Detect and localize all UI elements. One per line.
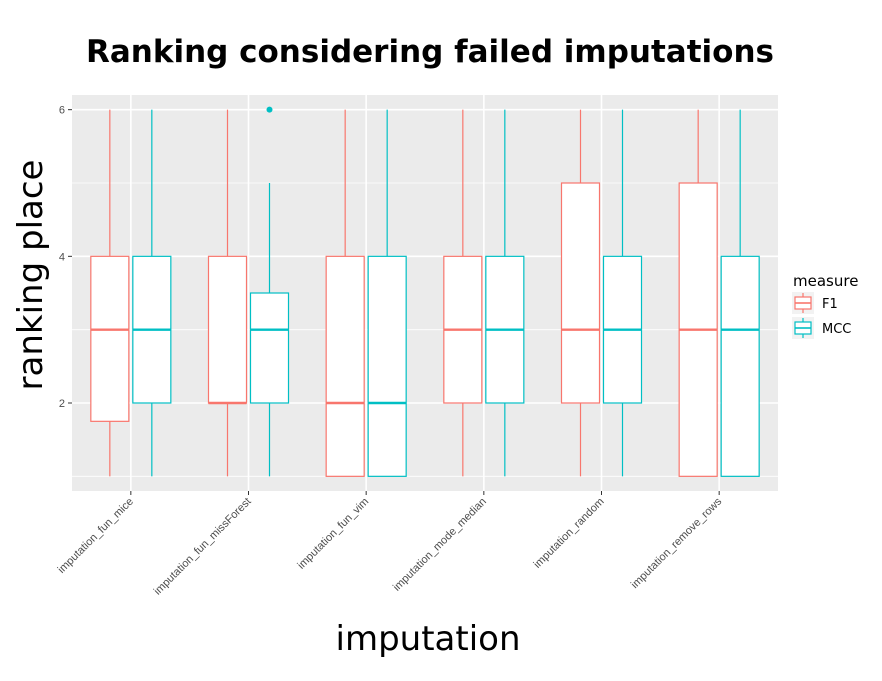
box-iqr bbox=[367, 255, 407, 477]
legend-key-mcc bbox=[792, 317, 814, 339]
box-iqr bbox=[207, 255, 248, 404]
box-mcc-5 bbox=[720, 109, 760, 477]
x-tick-label: imputation_fun_missForest bbox=[152, 496, 254, 598]
chart-title: Ranking considering failed imputations bbox=[86, 34, 774, 70]
y-tick-label: 4 bbox=[59, 251, 65, 263]
y-tick-label: 2 bbox=[59, 398, 65, 410]
boxes-layer bbox=[90, 106, 760, 477]
box-f1-1 bbox=[207, 109, 248, 477]
x-axis-title: imputation bbox=[336, 619, 521, 659]
x-tick-label: imputation_remove_rows bbox=[629, 495, 725, 591]
box-mcc-2 bbox=[367, 109, 407, 477]
gridlines bbox=[72, 95, 778, 491]
box-f1-4 bbox=[560, 109, 601, 477]
legend-key-f1 bbox=[792, 292, 814, 314]
box-mcc-1 bbox=[249, 106, 290, 477]
box-mcc-4 bbox=[602, 109, 643, 477]
box-f1-0 bbox=[90, 109, 130, 477]
x-tick-label: imputation_fun_vim bbox=[295, 496, 371, 572]
box-iqr bbox=[90, 255, 130, 422]
x-axis-ticks: imputation_fun_mice imputation_fun_missFo… bbox=[56, 491, 725, 598]
box-iqr bbox=[560, 182, 601, 404]
plot-panel bbox=[72, 95, 778, 491]
box-f1-2 bbox=[325, 109, 365, 477]
box-f1-5 bbox=[678, 109, 718, 477]
legend-label-f1: F1 bbox=[822, 297, 838, 312]
box-iqr bbox=[720, 255, 760, 477]
x-tick-label: imputation_mode_median bbox=[391, 496, 489, 594]
y-tick-label: 6 bbox=[59, 105, 65, 117]
y-axis-ticks: 2 4 6 bbox=[59, 105, 72, 410]
box-f1-3 bbox=[443, 109, 483, 477]
outlier-point bbox=[266, 106, 273, 113]
legend-title: measure bbox=[793, 272, 858, 290]
box-iqr bbox=[249, 292, 290, 404]
box-mcc-0 bbox=[132, 109, 172, 477]
y-axis-title: ranking place bbox=[11, 160, 51, 391]
box-iqr bbox=[325, 255, 365, 477]
box-mcc-3 bbox=[485, 109, 525, 477]
x-tick-label: imputation_random bbox=[532, 496, 607, 571]
x-tick-label: imputation_fun_mice bbox=[56, 496, 136, 576]
legend: measure F1 MCC bbox=[792, 272, 858, 339]
legend-label-mcc: MCC bbox=[822, 322, 851, 337]
